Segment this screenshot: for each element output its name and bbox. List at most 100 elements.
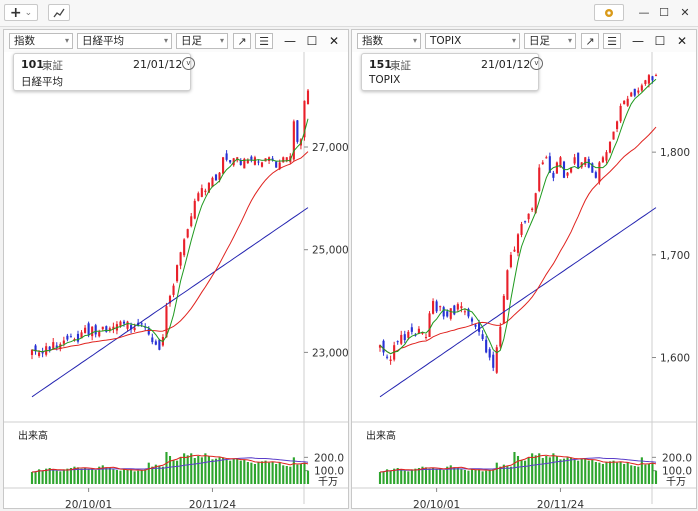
- candle: [605, 152, 608, 161]
- candle: [601, 157, 604, 163]
- panel-minimize-button[interactable]: —: [632, 34, 644, 48]
- volume-bar: [566, 457, 569, 484]
- gear-icon: [605, 8, 613, 17]
- volume-bar: [470, 468, 474, 484]
- candle: [524, 221, 527, 223]
- period-select-value: 日足: [181, 35, 202, 47]
- volume-bar: [559, 459, 562, 484]
- volume-bar: [87, 469, 90, 484]
- candle: [165, 306, 168, 338]
- chevron-down-icon[interactable]: v: [530, 57, 543, 70]
- volume-bar: [101, 465, 104, 484]
- type-select[interactable]: 指数 ▾: [9, 33, 73, 49]
- candle: [243, 158, 246, 169]
- x-tick-label: 20/11/24: [189, 499, 236, 509]
- maximize-button[interactable]: ☐: [659, 6, 669, 19]
- volume-bar: [414, 468, 417, 484]
- volume-bar: [62, 469, 65, 484]
- moving-average-short: [379, 78, 657, 355]
- candle: [513, 249, 516, 252]
- popout-button[interactable]: ↗: [581, 33, 599, 49]
- chart-line-icon: [53, 8, 65, 17]
- candle: [34, 345, 37, 352]
- candle: [644, 80, 647, 85]
- candle: [559, 157, 562, 168]
- volume-bar: [211, 459, 214, 484]
- volume-bar: [417, 468, 420, 484]
- candle: [555, 162, 558, 174]
- candle: [488, 349, 491, 358]
- panel-close-button[interactable]: ✕: [676, 34, 688, 48]
- panel-maximize-button[interactable]: ☐: [654, 34, 666, 48]
- candle: [98, 331, 101, 337]
- popout-button[interactable]: ↗: [233, 33, 251, 49]
- panel-minimize-button[interactable]: —: [284, 34, 296, 48]
- candle: [509, 254, 512, 268]
- candle: [591, 163, 594, 173]
- candle: [66, 335, 69, 340]
- candle: [499, 326, 502, 347]
- period-select[interactable]: 日足 ▾: [176, 33, 228, 49]
- candle: [410, 327, 413, 332]
- volume-bar: [91, 468, 94, 484]
- candle: [495, 347, 498, 373]
- candle: [183, 239, 186, 256]
- volume-tick-label: 200.0: [662, 452, 692, 464]
- volume-bar: [435, 469, 438, 484]
- symbol-name: 日経平均: [21, 76, 63, 88]
- volume-bar: [481, 471, 484, 484]
- panel-maximize-button[interactable]: ☐: [306, 34, 318, 48]
- candle: [285, 157, 288, 161]
- volume-bar: [108, 468, 111, 484]
- volume-bar: [190, 453, 193, 484]
- volume-pane-title: 出来高: [366, 429, 396, 442]
- volume-tick-label: 200.0: [314, 452, 344, 464]
- volume-bar: [59, 471, 62, 484]
- menu-button[interactable]: ☰: [255, 33, 273, 49]
- chevron-down-icon[interactable]: v: [182, 57, 195, 70]
- symbol-select[interactable]: TOPIX ▾: [425, 33, 520, 49]
- settings-button[interactable]: [594, 4, 624, 21]
- minimize-button[interactable]: —: [638, 6, 650, 19]
- volume-average-long: [379, 457, 657, 473]
- candle: [186, 229, 189, 238]
- volume-bar: [285, 466, 288, 484]
- volume-bar: [232, 458, 235, 484]
- arrow-up-right-icon: ↗: [585, 34, 595, 48]
- volume-bar: [69, 468, 72, 484]
- volume-bar: [612, 460, 615, 484]
- volume-bar: [289, 466, 292, 484]
- volume-bar: [168, 456, 172, 484]
- volume-bar: [378, 472, 382, 484]
- volume-bar: [151, 466, 154, 484]
- menu-button[interactable]: ☰: [603, 33, 621, 49]
- add-chart-button[interactable]: + ⌄: [4, 4, 38, 21]
- period-select[interactable]: 日足 ▾: [524, 33, 576, 49]
- type-select[interactable]: 指数 ▾: [357, 33, 421, 49]
- volume-average-short: [379, 454, 657, 473]
- volume-bar: [197, 456, 200, 484]
- volume-bar: [527, 457, 530, 484]
- volume-bar: [112, 469, 115, 484]
- volume-average-short: [31, 454, 309, 473]
- volume-unit-label: 千万: [318, 476, 338, 488]
- close-button[interactable]: ✕: [680, 6, 690, 19]
- candle: [48, 346, 51, 350]
- symbol-select[interactable]: 日経平均 ▾: [77, 33, 172, 49]
- candle: [460, 306, 463, 309]
- candle: [485, 339, 488, 353]
- candle: [626, 98, 629, 106]
- volume-bar: [176, 460, 179, 484]
- volume-bar: [296, 464, 299, 484]
- candle: [296, 120, 299, 142]
- moving-average-mid: [31, 151, 309, 353]
- candle: [378, 345, 382, 348]
- chart-type-button[interactable]: [48, 4, 70, 21]
- candle: [30, 349, 34, 355]
- candle: [584, 157, 587, 165]
- candle: [207, 182, 210, 193]
- panel-close-button[interactable]: ✕: [328, 34, 340, 48]
- candle: [140, 323, 143, 325]
